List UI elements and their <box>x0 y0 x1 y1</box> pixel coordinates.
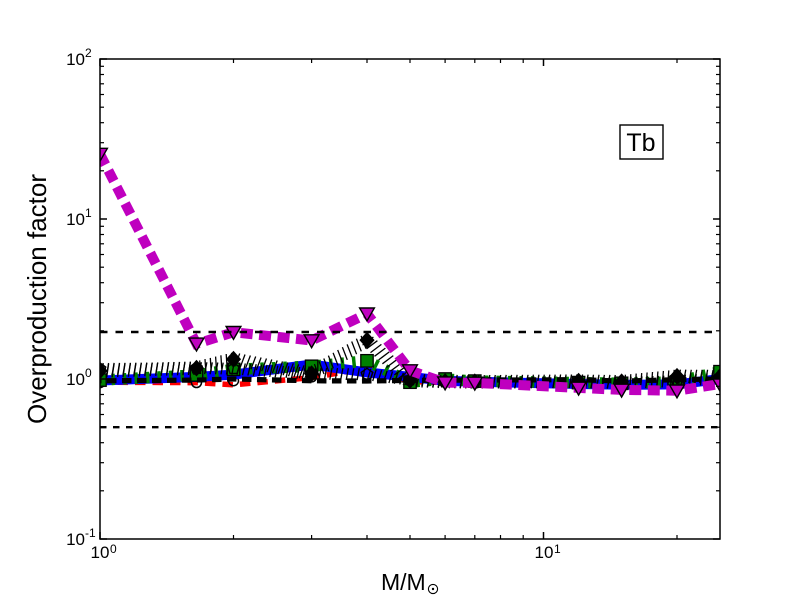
svg-text:1: 1 <box>85 206 92 220</box>
svg-text:10: 10 <box>66 530 85 549</box>
svg-text:0: 0 <box>110 542 117 556</box>
svg-text:10: 10 <box>91 543 110 562</box>
svg-text:Overproduction factor: Overproduction factor <box>22 174 52 424</box>
svg-text:2: 2 <box>85 46 92 60</box>
svg-text:0: 0 <box>85 366 92 380</box>
svg-text:10: 10 <box>66 210 85 229</box>
svg-text:Tb: Tb <box>626 129 655 157</box>
svg-text:-1: -1 <box>85 526 96 540</box>
svg-text:M/M: M/M <box>381 569 426 595</box>
svg-text:1: 1 <box>554 542 561 556</box>
svg-text:10: 10 <box>66 50 85 69</box>
svg-text:10: 10 <box>66 370 85 389</box>
svg-text:10: 10 <box>535 543 554 562</box>
